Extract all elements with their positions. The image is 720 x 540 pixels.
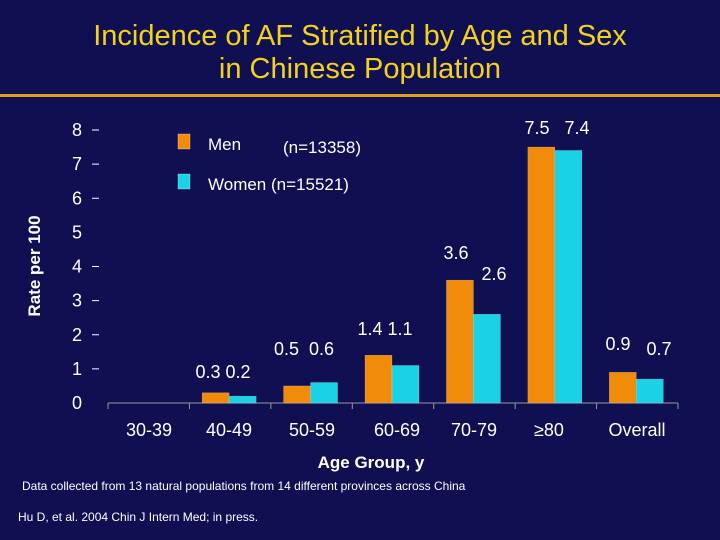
y-tick-label: 5 [72, 222, 82, 242]
y-tick-label: 8 [72, 120, 82, 140]
data-label: 2.6 [481, 264, 506, 284]
x-category-label: 40-49 [206, 420, 252, 440]
y-tick-label: 7 [72, 154, 82, 174]
men-bar [446, 279, 474, 404]
y-tick-label: 4 [72, 257, 82, 277]
x-category-label: 30-39 [126, 420, 172, 440]
women-bar [473, 314, 501, 404]
x-axis-label: Age Group, y [318, 453, 425, 472]
data-label: 3.6 [443, 243, 468, 263]
men-bar [609, 372, 637, 404]
men-bar [201, 392, 230, 404]
x-category-label: ≥80 [534, 420, 564, 440]
legend-label-men: Men [208, 135, 241, 154]
slide-title: Incidence of AF Stratified by Age and Se… [0, 20, 720, 86]
y-tick-label: 6 [72, 188, 82, 208]
men-bar [283, 385, 311, 404]
x-category-label: 50-59 [289, 420, 335, 440]
data-label: 1.4 1.1 [357, 319, 412, 339]
women-bar [228, 395, 257, 404]
footnote-citation: Hu D, et al. 2004 Chin J Intern Med; in … [18, 510, 259, 524]
women-bar [310, 382, 338, 404]
x-category-label: 70-79 [451, 420, 497, 440]
y-tick-label: 2 [72, 325, 82, 345]
y-tick-label: 1 [72, 359, 82, 379]
y-tick-label: 3 [72, 291, 82, 311]
data-label: 0.5 0.6 [274, 339, 334, 359]
y-axis-label: Rate per 100 [25, 215, 44, 316]
women-bar [636, 378, 664, 404]
footnote-data-source: Data collected from 13 natural populatio… [22, 479, 466, 493]
data-label: 0.3 0.2 [195, 362, 250, 382]
data-label: 0.9 [605, 334, 630, 354]
data-label: 0.7 [646, 339, 671, 359]
data-label: 7.5 7.4 [524, 118, 589, 138]
legend-swatch-women [177, 173, 191, 190]
men-bar [527, 146, 556, 404]
women-bar [554, 150, 583, 404]
legend-label-women: Women (n=15521) [208, 175, 349, 194]
x-category-label: Overall [608, 420, 665, 440]
women-bar [391, 365, 420, 404]
x-category-label: 60-69 [374, 420, 420, 440]
men-bar [364, 354, 393, 404]
y-tick-label: 0 [72, 393, 82, 413]
title-divider [0, 94, 720, 97]
legend-swatch-men [177, 133, 191, 150]
title-line-2: in Chinese Population [218, 53, 502, 85]
legend-count-men: (n=13358) [283, 138, 361, 157]
title-line-1: Incidence of AF Stratified by Age and Se… [93, 20, 627, 52]
